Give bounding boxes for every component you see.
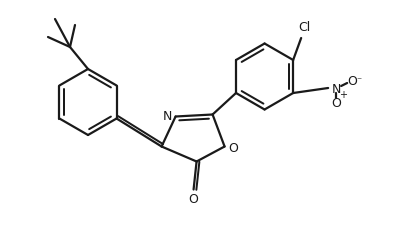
Text: ⁻: ⁻ <box>356 76 362 86</box>
Text: Cl: Cl <box>298 20 310 33</box>
Text: +: + <box>339 90 347 100</box>
Text: O: O <box>347 74 357 87</box>
Text: N: N <box>332 82 341 95</box>
Text: O: O <box>229 141 239 154</box>
Text: O: O <box>189 192 198 205</box>
Text: N: N <box>163 109 172 122</box>
Text: O: O <box>331 96 341 109</box>
